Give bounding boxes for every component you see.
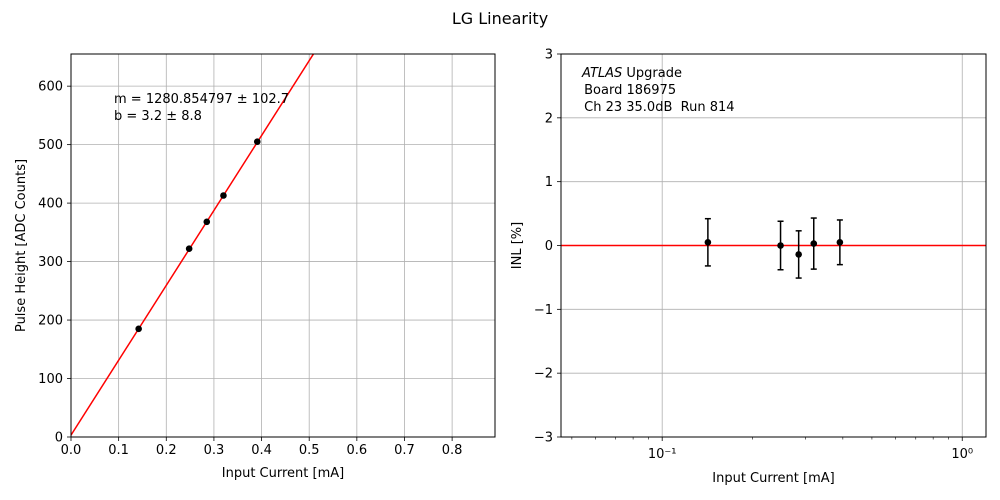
left-y-tick-label: 0 — [55, 431, 63, 446]
left-grid — [70, 54, 495, 438]
left-x-tick-label: 0.2 — [156, 443, 177, 458]
left-x-tick-label: 0.5 — [299, 443, 320, 458]
fit-slope-annotation: m = 1280.854797 ± 102.7 — [114, 92, 289, 107]
right-ticks: 10⁻¹ 10⁰ −3 −2 −1 0 1 2 3 — [534, 48, 973, 463]
left-x-tick-label: 0.7 — [394, 443, 415, 458]
left-y-tick-label: 300 — [38, 255, 63, 270]
inl-data-point — [836, 239, 844, 246]
inl-data-point — [810, 240, 818, 247]
inl-data-point — [777, 242, 784, 249]
left-y-axis-label: Pulse Height [ADC Counts] — [14, 159, 29, 332]
right-y-axis-label: INL [%] — [510, 222, 525, 269]
right-x-tick-label: 10⁰ — [951, 447, 973, 462]
left-ticks: 0.0 0.1 0.2 0.3 0.4 0.5 0.6 0.7 0.8 0 100 200 300 400… — [38, 80, 462, 458]
data-point — [203, 218, 211, 226]
atlas-upgrade-annotation: ATLAS Upgrade — [581, 66, 682, 81]
right-x-axis-label: Input Current [mA] — [712, 471, 834, 486]
left-y-tick-label: 200 — [38, 314, 63, 329]
left-plot-area — [71, 54, 315, 436]
left-y-tick-label: 400 — [38, 197, 63, 212]
right-y-tick-label: −1 — [534, 303, 553, 318]
right-y-tick-label: 0 — [545, 239, 553, 254]
left-x-tick-label: 0.4 — [251, 443, 272, 458]
inl-data-point — [795, 251, 802, 258]
upgrade-label: Upgrade — [622, 66, 682, 81]
right-y-tick-label: 1 — [545, 175, 553, 190]
left-y-tick-label: 500 — [38, 138, 63, 153]
figure-title: LG Linearity — [452, 9, 548, 28]
right-x-tick-label: 10⁻¹ — [648, 447, 677, 462]
left-y-tick-label: 600 — [38, 80, 63, 95]
atlas-label: ATLAS — [581, 66, 622, 81]
right-y-tick-label: −3 — [534, 431, 553, 446]
right-y-tick-label: 3 — [545, 48, 553, 63]
data-point — [135, 325, 142, 333]
inl-data-point — [704, 239, 712, 246]
data-point — [253, 138, 261, 146]
inl-plot: 10⁻¹ 10⁰ −3 −2 −1 0 1 2 3 ATLAS Upgrade Board 18… — [510, 48, 987, 486]
channel-run-annotation: Ch 23 35.0dB Run 814 — [580, 100, 735, 115]
left-x-tick-label: 0.6 — [346, 443, 367, 458]
right-y-tick-label: 2 — [545, 111, 553, 126]
left-x-tick-label: 0.0 — [61, 443, 82, 458]
board-annotation: Board 186975 — [580, 83, 676, 98]
data-point — [185, 245, 193, 253]
data-point — [220, 192, 227, 199]
left-y-tick-label: 100 — [38, 372, 63, 387]
linearity-plot: 0.0 0.1 0.2 0.3 0.4 0.5 0.6 0.7 0.8 0 100 200 300 400… — [14, 53, 496, 481]
left-x-tick-label: 0.8 — [442, 443, 463, 458]
left-axes-frame — [70, 53, 496, 438]
fit-intercept-annotation: b = 3.2 ± 8.8 — [114, 109, 202, 124]
right-plot-area — [561, 217, 986, 279]
left-x-tick-label: 0.3 — [204, 443, 225, 458]
right-y-tick-label: −2 — [534, 367, 553, 382]
fit-line — [71, 54, 315, 436]
left-x-axis-label: Input Current [mA] — [222, 466, 344, 481]
left-x-tick-label: 0.1 — [108, 443, 129, 458]
